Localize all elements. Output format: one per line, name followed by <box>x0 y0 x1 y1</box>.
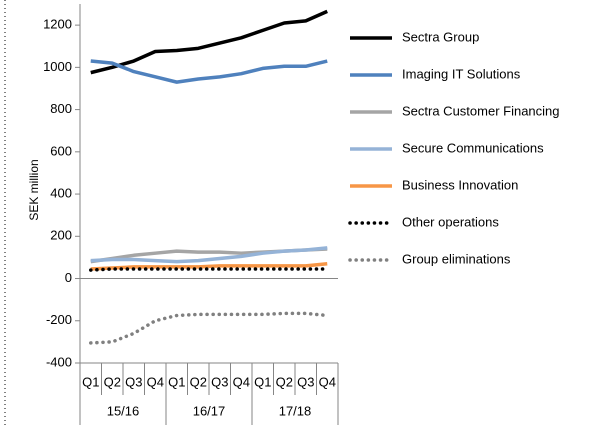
y-tick-label: 1200 <box>43 17 72 32</box>
legend-label: Imaging IT Solutions <box>402 66 521 81</box>
y-tick-label: 600 <box>50 143 72 158</box>
x-tick-label: Q2 <box>190 374 207 389</box>
series-line <box>90 59 328 84</box>
legend-label: Secure Communications <box>402 140 544 155</box>
series-line <box>90 9 328 75</box>
y-tick-label: 800 <box>50 101 72 116</box>
series-line <box>90 262 328 271</box>
x-group-label: 16/17 <box>193 403 226 418</box>
x-tick-label: Q3 <box>211 374 228 389</box>
legend-label: Other operations <box>402 214 499 229</box>
legend-label: Business Innovation <box>402 177 518 192</box>
series-line <box>89 311 329 345</box>
series-line <box>90 246 328 264</box>
legend-label: Sectra Customer Financing <box>402 103 560 118</box>
x-tick-label: Q4 <box>147 374 164 389</box>
x-tick-label: Q1 <box>168 374 185 389</box>
legend-label: Sectra Group <box>402 29 479 44</box>
series-line <box>89 267 329 272</box>
x-tick-label: Q4 <box>233 374 250 389</box>
y-tick-label: -200 <box>46 312 72 327</box>
y-axis-label: SEK million <box>27 159 41 220</box>
x-group-label: 15/16 <box>107 403 140 418</box>
y-tick-label: 0 <box>65 270 72 285</box>
y-tick-label: 1000 <box>43 59 72 74</box>
x-tick-label: Q1 <box>254 374 271 389</box>
y-tick-label: 200 <box>50 228 72 243</box>
y-tick-label: -400 <box>46 354 72 369</box>
x-tick-label: Q4 <box>319 374 336 389</box>
x-tick-label: Q3 <box>297 374 314 389</box>
x-group-label: 17/18 <box>279 403 312 418</box>
legend-label: Group eliminations <box>402 251 511 266</box>
x-tick-label: Q2 <box>276 374 293 389</box>
x-tick-label: Q1 <box>82 374 99 389</box>
x-tick-label: Q3 <box>125 374 142 389</box>
x-tick-label: Q2 <box>104 374 121 389</box>
y-tick-label: 400 <box>50 185 72 200</box>
